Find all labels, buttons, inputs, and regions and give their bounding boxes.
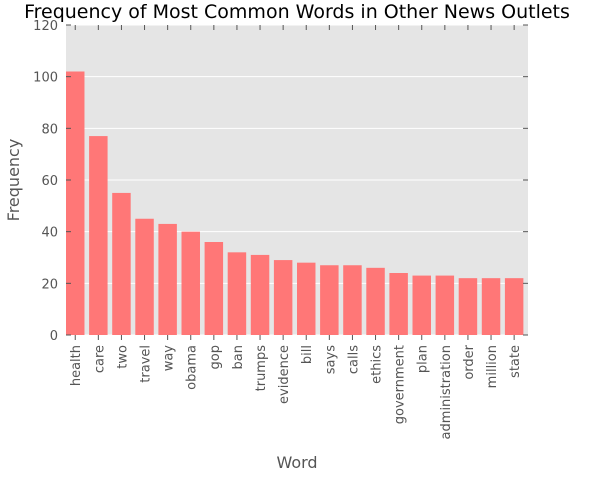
y-tick-label: 0 [50,329,58,344]
x-axis-ticks: health care two travel way obama gop ban trumps e… [69,25,523,439]
x-tick-label-says: says [323,345,338,374]
bar-million [481,278,501,335]
bar-government [389,273,408,335]
x-tick-label-million: million [485,345,500,388]
y-tick-label: 120 [33,19,58,34]
y-tick-label: 40 [41,226,58,241]
y-tick-label: 60 [41,174,58,189]
x-tick-label-calls: calls [346,345,361,374]
x-tick-label-way: way [162,345,177,372]
x-axis-label: Word [276,453,317,472]
x-tick-label-gop: gop [208,345,223,369]
bar-trumps [250,254,270,335]
y-axis-ticks: 0 20 40 60 80 100 120 [33,19,528,344]
bar-obama [181,231,200,335]
x-tick-label-travel: travel [139,345,154,383]
x-tick-label-ethics: ethics [370,345,385,384]
x-tick-label-trumps: trumps [254,345,269,392]
bar-health [66,71,85,335]
bar-gop [204,242,224,335]
bar-two [112,192,131,335]
x-tick-label-care: care [92,345,107,373]
x-tick-label-administration: administration [439,345,454,439]
x-tick-label-ban: ban [231,345,246,369]
y-tick-label: 80 [41,122,58,137]
x-tick-label-two: two [115,345,130,369]
chart-title: Frequency of Most Common Words in Other … [24,1,570,23]
x-tick-label-evidence: evidence [277,345,292,404]
x-tick-label-obama: obama [185,345,200,390]
y-tick-label: 100 [33,71,58,86]
x-tick-label-health: health [69,345,84,386]
x-tick-label-plan: plan [416,345,431,373]
y-tick-label: 20 [41,277,58,292]
x-tick-label-bill: bill [300,345,315,364]
bar-way [158,223,177,335]
bar-says [320,265,339,335]
bar-calls [343,265,362,335]
bar-evidence [273,260,293,335]
bar-plan [412,275,431,335]
x-tick-label-state: state [508,345,523,378]
bars [66,71,524,335]
bar-state [504,278,524,335]
bar-administration [435,275,455,335]
x-tick-label-order: order [462,344,477,379]
bar-ban [227,252,247,335]
bar-bill [297,262,316,335]
bar-order [458,278,478,335]
bar-travel [135,218,154,335]
x-tick-label-government: government [393,345,408,424]
y-axis-label: Frequency [4,139,23,222]
bar-ethics [366,267,385,335]
bar-care [89,136,108,335]
